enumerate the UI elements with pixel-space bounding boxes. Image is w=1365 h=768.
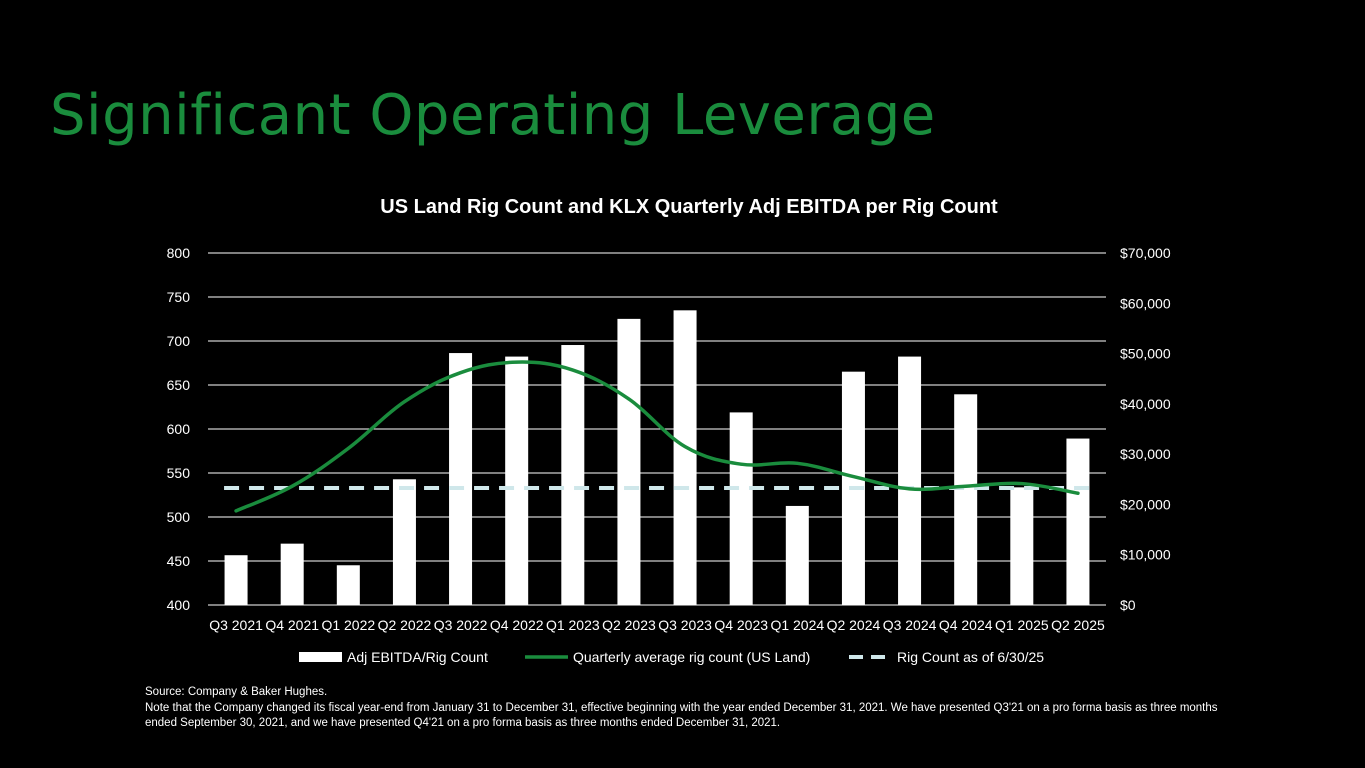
left-tick-label: 800 [167,245,191,261]
line-point [851,475,855,479]
x-tick-label: Q3 2022 [434,617,488,633]
bar [729,412,753,605]
left-tick-label: 450 [167,553,191,569]
legend-label-reference: Rig Count as of 6/30/25 [897,649,1044,665]
bar [1066,438,1090,605]
x-tick-label: Q4 2023 [714,617,768,633]
x-tick-label: Q1 2023 [546,617,600,633]
chart: US Land Rig Count and KLX Quarterly Adj … [167,196,1171,665]
bar [392,479,416,605]
x-tick-label: Q1 2024 [770,617,824,633]
line-point [683,445,687,449]
line-point [346,446,350,450]
bar [561,345,585,605]
line-point [795,461,799,465]
right-tick-label: $10,000 [1120,547,1171,563]
x-tick-label: Q1 2022 [321,617,375,633]
line-point [402,400,406,404]
line-point [459,371,463,375]
line-point [739,462,743,466]
left-tick-label: 650 [167,377,191,393]
line-point [234,509,238,513]
footnote: Source: Company & Baker Hughes. Note tha… [145,685,1225,732]
right-axis: $70,000 $60,000 $50,000 $40,000 $30,000 $20,0… [1120,245,1171,613]
x-tick-label: Q4 2022 [490,617,544,633]
bar [505,356,529,605]
line-point [290,484,294,488]
right-tick-label: $40,000 [1120,396,1171,412]
line-point [515,360,519,364]
x-tick-label: Q3 2023 [658,617,712,633]
legend-swatch-bars [299,652,342,662]
left-tick-label: 700 [167,333,191,349]
left-tick-label: 750 [167,289,191,305]
bar [785,505,809,605]
legend-label-bars: Adj EBITDA/Rig Count [347,649,488,665]
x-tick-label: Q2 2023 [602,617,656,633]
left-tick-label: 600 [167,421,191,437]
legend: Adj EBITDA/Rig Count Quarterly average ri… [299,649,1044,665]
right-tick-label: $70,000 [1120,245,1171,261]
line-point [1020,482,1024,486]
x-tick-label: Q3 2021 [209,617,263,633]
right-tick-label: $20,000 [1120,496,1171,512]
legend-label-line: Quarterly average rig count (US Land) [573,649,810,665]
x-tick-label: Q4 2024 [939,617,993,633]
left-tick-label: 400 [167,597,191,613]
bar [449,353,473,605]
source-note: Source: Company & Baker Hughes. [145,686,328,698]
x-tick-label: Q3 2024 [883,617,937,633]
rig-count-line [234,360,1080,513]
bar [336,565,360,605]
bar [954,394,978,605]
x-tick-label: Q1 2025 [995,617,1049,633]
bar [673,310,697,605]
page-title: Significant Operating Leverage [50,83,936,148]
right-tick-label: $50,000 [1120,346,1171,362]
left-tick-label: 500 [167,509,191,525]
left-axis: 800 750 700 650 600 550 500 450 400 [167,245,191,613]
left-tick-label: 550 [167,465,191,481]
bar [1010,487,1034,605]
x-tick-label: Q2 2025 [1051,617,1105,633]
bar [224,555,248,605]
bar [280,543,304,605]
line-point [964,484,968,488]
bar [617,318,641,605]
right-tick-label: $30,000 [1120,446,1171,462]
right-tick-label: $60,000 [1120,295,1171,311]
chart-title: US Land Rig Count and KLX Quarterly Adj … [380,196,998,218]
line-point [908,487,912,491]
line-point [627,397,631,401]
x-axis: Q3 2021 Q4 2021 Q1 2022 Q2 2022 Q3 2022 Q4 20… [209,617,1105,633]
line-series [234,360,1080,513]
x-tick-label: Q2 2022 [378,617,432,633]
line-point [571,368,575,372]
fiscal-note: Note that the Company changed its fiscal… [145,701,1218,730]
line-point [1076,491,1080,495]
right-tick-label: $0 [1120,597,1136,613]
x-tick-label: Q4 2021 [265,617,319,633]
x-tick-label: Q2 2024 [827,617,881,633]
bar [898,356,922,605]
